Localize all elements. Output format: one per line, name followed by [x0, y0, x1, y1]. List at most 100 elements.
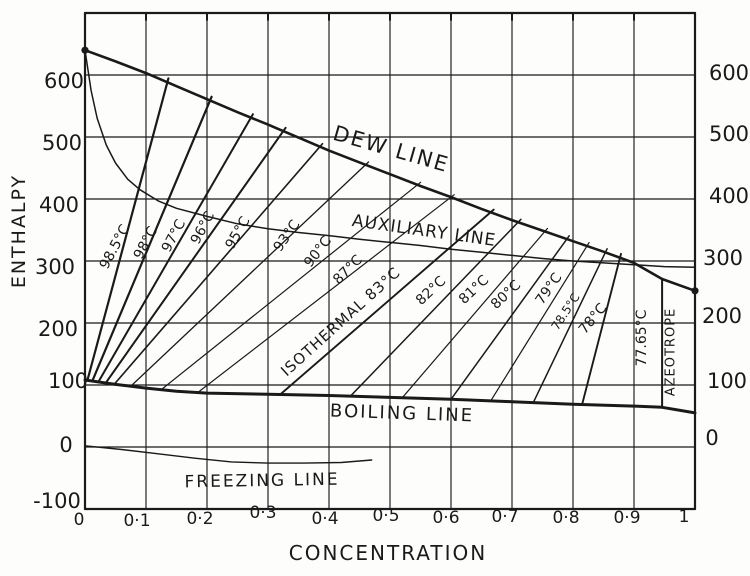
freezing-curve	[84, 445, 373, 464]
label-azeotrope-text: AZEOTROPE	[664, 308, 679, 397]
y-tick-right-600: 600	[709, 61, 749, 85]
x-tick-0-8-text: 0·8	[552, 508, 579, 528]
y-tick-right-600-text: 600	[709, 61, 749, 85]
label-82-c-text: 82°C	[413, 273, 449, 308]
data-point-marker	[691, 287, 699, 295]
x-tick-0: 0	[74, 510, 85, 530]
y-tick-left-400-text: 400	[39, 193, 79, 217]
y-tick-left-100-text: 100	[48, 369, 88, 393]
y-tick-left-600: 600	[44, 69, 84, 93]
label-97-c: 97°C	[159, 217, 189, 255]
y-tick-right-500-text: 500	[709, 122, 749, 146]
label-boiling-line-text: BOILING LINE	[330, 400, 475, 426]
y-tick-right-300: 300	[703, 246, 743, 270]
label-96-c-text: 96°C	[188, 209, 218, 247]
auxiliary-curve	[84, 49, 696, 268]
boiling-curve	[83, 378, 697, 415]
x-tick-0-text: 0	[74, 510, 85, 530]
x-tick-0-7: 0·7	[491, 507, 518, 527]
label-96-c: 96°C	[188, 209, 218, 247]
dew-curve	[83, 48, 697, 293]
label-98-5-c-text: 98.5°C	[97, 222, 134, 272]
label-98-c: 98°C	[131, 224, 161, 262]
x-tick-0-7-text: 0·7	[491, 507, 518, 527]
tie-line-90-c	[160, 181, 422, 391]
x-axis-title: CONCENTRATION	[288, 541, 488, 565]
tie-line-98-c	[91, 95, 213, 383]
tie-line-93-c	[130, 161, 370, 387]
y-tick-left-0: 0	[59, 433, 72, 457]
y-tick-left-200: 200	[38, 317, 78, 341]
label-80-c: 80°C	[488, 277, 524, 312]
label-81-c: 81°C	[456, 272, 492, 307]
x-tick-0-5-text: 0·5	[372, 506, 399, 526]
y-axis-title: ENTHALPY	[8, 173, 30, 289]
x-tick-0-3: 0·3	[249, 503, 276, 523]
tie-line-97-c	[97, 113, 254, 383]
y-tick-right-0-text: 0	[705, 426, 718, 450]
label-freezing-line: FREEZING LINE	[184, 470, 339, 493]
x-tick-1-text: 1	[679, 507, 690, 527]
y-tick-left-300-text: 300	[35, 255, 75, 279]
data-point-marker	[81, 46, 89, 54]
y-tick-left-100-text: -100	[33, 489, 81, 513]
label-77-65-c-text: 77.65°C	[634, 309, 650, 366]
x-tick-0-3-text: 0·3	[249, 503, 276, 523]
label-81-c-text: 81°C	[456, 272, 492, 307]
tie-line-79-c	[490, 242, 590, 402]
y-tick-right-200: 200	[702, 304, 742, 328]
y-tick-right-500: 500	[709, 122, 749, 146]
label-auxiliary-line-text: AUXILIARY LINE	[351, 211, 498, 251]
tie-line-78-5-c	[532, 248, 608, 404]
x-tick-0-4-text: 0·4	[311, 509, 338, 529]
label-82-c: 82°C	[413, 273, 449, 308]
label-98-c-text: 98°C	[131, 224, 161, 262]
x-tick-0-9: 0·9	[613, 508, 640, 528]
label-dew-line: DEW LINE	[330, 121, 452, 177]
y-tick-left-100: -100	[33, 489, 81, 513]
label-78-c-text: 78°C	[576, 300, 611, 337]
tie-line-80-c	[450, 235, 570, 401]
label-boiling-line: BOILING LINE	[330, 400, 475, 426]
y-tick-left-200-text: 200	[38, 317, 78, 341]
label-93-c: 93°C	[271, 217, 304, 255]
label-93-c-text: 93°C	[271, 217, 304, 255]
x-tick-0-4: 0·4	[311, 509, 338, 529]
y-tick-left-500: 500	[42, 131, 82, 155]
y-tick-left-300: 300	[35, 255, 75, 279]
tie-line-81-c	[401, 227, 549, 399]
label-auxiliary-line: AUXILIARY LINE	[351, 211, 498, 251]
y-tick-left-500-text: 500	[42, 131, 82, 155]
tie-line-87-c	[197, 194, 455, 394]
x-tick-0-6-text: 0·6	[432, 508, 459, 528]
x-tick-0-8: 0·8	[552, 508, 579, 528]
x-tick-0-2-text: 0·2	[186, 509, 213, 529]
y-tick-right-0: 0	[705, 426, 718, 450]
x-tick-0-5: 0·5	[372, 506, 399, 526]
x-tick-0-6: 0·6	[432, 508, 459, 528]
label-95-c-text: 95°C	[222, 214, 253, 252]
label-87-c-text: 87°C	[330, 252, 366, 288]
tie-line-82-c	[349, 218, 522, 397]
tie-line-83-c	[279, 208, 495, 396]
y-tick-right-100: 100	[707, 369, 747, 393]
y-tick-right-100-text: 100	[707, 369, 747, 393]
label-87-c: 87°C	[330, 252, 366, 288]
y-tick-left-0-text: 0	[59, 433, 72, 457]
x-tick-0-9-text: 0·9	[613, 508, 640, 528]
y-tick-right-300-text: 300	[703, 246, 743, 270]
label-77-65-c: 77.65°C	[634, 309, 650, 366]
tie-line-95-c	[113, 142, 324, 386]
y-tick-left-400: 400	[39, 193, 79, 217]
y-tick-right-400-text: 400	[709, 184, 749, 208]
label-dew-line-text: DEW LINE	[330, 121, 452, 177]
label-80-c-text: 80°C	[488, 277, 524, 312]
x-tick-0-1: 0·1	[123, 511, 150, 531]
label-78-c: 78°C	[576, 300, 611, 337]
tie-line-78-c	[581, 252, 622, 406]
y-tick-right-200-text: 200	[702, 304, 742, 328]
label-freezing-line-text: FREEZING LINE	[184, 470, 339, 493]
tie-line-98-5-c	[86, 77, 170, 382]
